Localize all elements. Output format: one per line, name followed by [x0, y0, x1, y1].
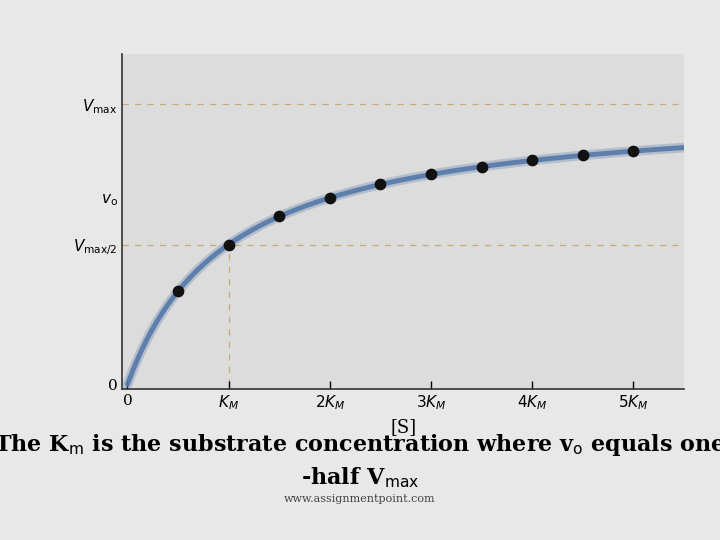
- Point: [526, 156, 538, 165]
- Point: [577, 151, 588, 160]
- Point: [274, 212, 285, 221]
- Point: [374, 180, 386, 189]
- Point: [223, 240, 235, 249]
- X-axis label: [S]: [S]: [390, 418, 416, 436]
- Point: [628, 147, 639, 156]
- Text: -half V$_\mathrm{max}$: -half V$_\mathrm{max}$: [301, 465, 419, 490]
- Point: [426, 170, 437, 179]
- Point: [172, 287, 184, 295]
- Text: The K$_\mathrm{m}$ is the substrate concentration where v$_\mathrm{o}$ equals on: The K$_\mathrm{m}$ is the substrate conc…: [0, 433, 720, 458]
- Point: [476, 163, 487, 171]
- Text: www.assignmentpoint.com: www.assignmentpoint.com: [284, 495, 436, 504]
- Point: [324, 193, 336, 202]
